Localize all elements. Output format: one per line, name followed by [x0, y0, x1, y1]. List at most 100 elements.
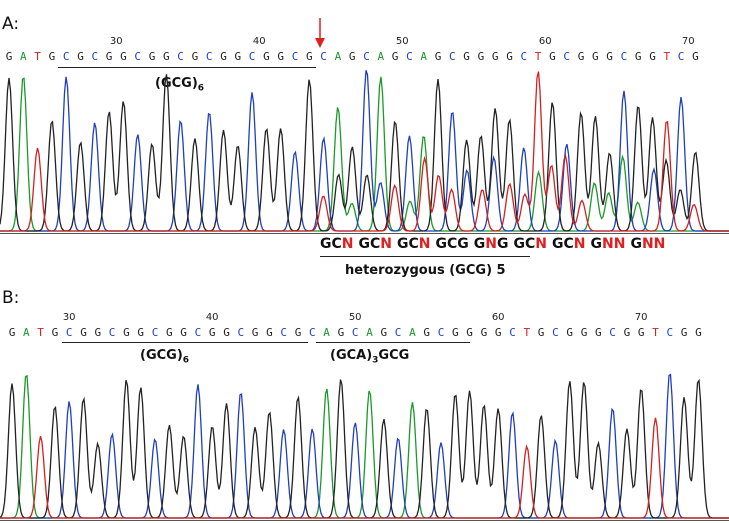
base-call: G	[305, 50, 313, 63]
trace-channel-C	[0, 373, 729, 519]
baseline-b	[0, 520, 729, 521]
base-call: G	[634, 50, 642, 63]
base-call: G	[266, 326, 273, 339]
het-codon: GCN	[397, 236, 431, 252]
base-call: G	[695, 326, 702, 339]
baseline-a	[0, 233, 729, 234]
base-call: T	[523, 326, 531, 339]
base-call: G	[494, 326, 502, 339]
base-call: G	[77, 50, 84, 63]
het-codon: GNG	[473, 236, 509, 252]
base-call: G	[337, 326, 345, 339]
base-call: G	[162, 50, 170, 63]
base-call: C	[320, 50, 327, 63]
base-call: T	[37, 326, 44, 339]
base-call: C	[448, 50, 456, 63]
base-call: A	[377, 50, 385, 63]
base-call: C	[108, 326, 116, 339]
base-call: G	[234, 50, 242, 63]
base-call: C	[91, 50, 99, 63]
base-call: G	[566, 326, 573, 339]
position-tick-label: 50	[348, 312, 362, 323]
base-call: A	[409, 326, 416, 339]
base-call: T	[652, 326, 659, 339]
base-call: C	[552, 326, 559, 339]
base-call: G	[506, 50, 513, 63]
base-call: G	[391, 50, 399, 63]
position-tick-label: 70	[681, 36, 695, 47]
base-call: G	[580, 326, 588, 339]
base-call: G	[180, 326, 187, 339]
base-call: G	[623, 326, 631, 339]
base-call: T	[534, 50, 542, 63]
base-call: G	[51, 326, 59, 339]
base-call: G	[123, 326, 130, 339]
base-call: G	[277, 50, 284, 63]
base-call: G	[549, 50, 556, 63]
base-call: G	[105, 50, 113, 63]
base-call: G	[577, 50, 585, 63]
base-call: G	[480, 326, 488, 339]
mutation-arrow-icon	[315, 18, 325, 48]
base-call: C	[291, 50, 299, 63]
base-call: C	[151, 326, 159, 339]
base-call: A	[334, 50, 342, 63]
base-call: C	[177, 50, 184, 63]
base-call: G	[48, 50, 56, 63]
base-call: A	[420, 50, 427, 63]
base-call: G	[80, 326, 87, 339]
base-call: G	[8, 326, 16, 339]
gca3gcg-label-b: (GCA)3GCG	[330, 348, 410, 366]
base-call: C	[394, 326, 402, 339]
base-call: A	[323, 326, 330, 339]
position-tick-label: 40	[205, 312, 219, 323]
panel-b-label: B:	[2, 288, 20, 308]
base-call: C	[134, 50, 141, 63]
chromatogram-a	[0, 70, 729, 232]
base-call: C	[280, 326, 287, 339]
base-call: G	[692, 50, 699, 63]
gcg6-underline-b	[62, 342, 308, 343]
base-call: C	[65, 326, 73, 339]
position-tick-label: 40	[252, 36, 266, 47]
trace-channel-T	[0, 417, 729, 519]
base-call: A	[22, 326, 30, 339]
base-call: A	[366, 326, 373, 339]
position-ticks-b: 30 40 50 60 70	[0, 312, 729, 326]
base-call: G	[120, 50, 127, 63]
base-call: G	[537, 326, 545, 339]
base-call: G	[434, 50, 442, 63]
base-call: G	[220, 50, 227, 63]
base-call: C	[666, 326, 674, 339]
base-call: C	[437, 326, 445, 339]
base-call: G	[591, 50, 599, 63]
position-tick-label: 60	[491, 312, 505, 323]
base-call: C	[509, 326, 516, 339]
position-tick-label: 30	[62, 312, 76, 323]
base-call: C	[677, 50, 685, 63]
het-underline	[320, 256, 530, 257]
gcg6-underline-a	[58, 67, 316, 68]
base-call: C	[351, 326, 359, 339]
base-call: G	[423, 326, 430, 339]
position-ticks-a: 30 40 50 60 70	[0, 36, 729, 50]
het-codon: GCN	[358, 236, 393, 252]
base-call: G	[251, 326, 259, 339]
base-call: C	[194, 326, 202, 339]
panel-a-label: A:	[2, 14, 20, 34]
base-call: G	[451, 326, 459, 339]
base-call: C	[609, 326, 616, 339]
base-call: A	[19, 50, 27, 63]
gcg6-label-b: (GCG)6	[140, 348, 190, 366]
base-call: C	[363, 50, 370, 63]
het-codon: GCN	[552, 236, 586, 252]
position-tick-label: 60	[538, 36, 552, 47]
base-call: G	[137, 326, 144, 339]
base-call: G	[380, 326, 388, 339]
base-call: C	[406, 50, 413, 63]
base-call: C	[237, 326, 245, 339]
base-call: C	[563, 50, 570, 63]
